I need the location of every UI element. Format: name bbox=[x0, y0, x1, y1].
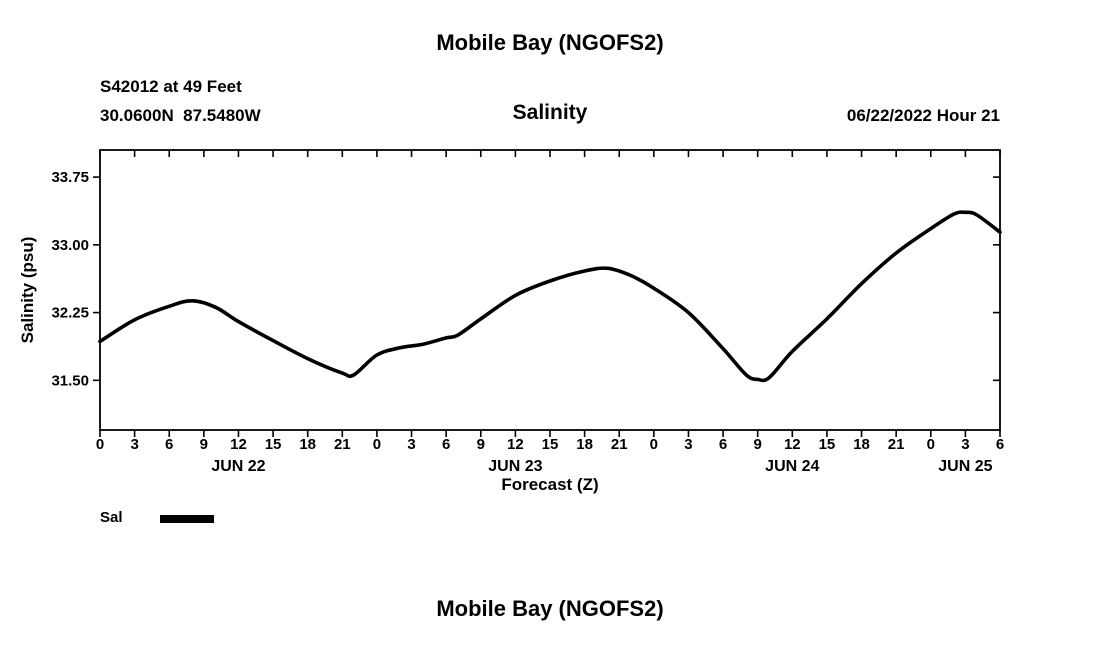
x-tick-label: 0 bbox=[650, 436, 658, 453]
x-tick-label: 0 bbox=[96, 436, 104, 453]
x-tick-label: 6 bbox=[165, 436, 173, 453]
x-tick-label: 12 bbox=[507, 436, 524, 453]
x-tick-label: 3 bbox=[961, 436, 969, 453]
x-tick-label: 3 bbox=[130, 436, 138, 453]
x-tick-label: 9 bbox=[200, 436, 208, 453]
x-tick-label: 15 bbox=[542, 436, 559, 453]
page-title-bottom: Mobile Bay (NGOFS2) bbox=[436, 596, 664, 621]
day-label: JUN 23 bbox=[488, 458, 542, 475]
y-tick-label: 33.75 bbox=[51, 169, 89, 186]
y-tick-label: 31.50 bbox=[51, 372, 89, 389]
y-tick-label: 32.25 bbox=[51, 305, 89, 322]
x-tick-label: 12 bbox=[230, 436, 247, 453]
x-tick-label: 3 bbox=[407, 436, 415, 453]
x-tick-label: 18 bbox=[853, 436, 870, 453]
x-tick-label: 12 bbox=[784, 436, 801, 453]
forecast-run-time: 06/22/2022 Hour 21 bbox=[846, 106, 1000, 125]
x-tick-label: 15 bbox=[265, 436, 282, 453]
day-label: JUN 25 bbox=[938, 458, 992, 475]
chart-title: Salinity bbox=[512, 101, 588, 124]
x-tick-label: 6 bbox=[442, 436, 450, 453]
x-tick-label: 0 bbox=[373, 436, 381, 453]
y-tick-label: 33.00 bbox=[51, 237, 89, 254]
station-label: S42012 at 49 Feet bbox=[100, 77, 242, 96]
x-tick-label: 6 bbox=[996, 436, 1004, 453]
x-tick-label: 3 bbox=[684, 436, 692, 453]
x-axis-label: Forecast (Z) bbox=[501, 475, 599, 494]
x-tick-label: 21 bbox=[888, 436, 905, 453]
x-tick-label: 6 bbox=[719, 436, 727, 453]
x-tick-label: 9 bbox=[477, 436, 485, 453]
x-tick-label: 18 bbox=[576, 436, 593, 453]
day-label: JUN 22 bbox=[211, 458, 265, 475]
x-tick-label: 21 bbox=[334, 436, 351, 453]
x-tick-label: 21 bbox=[611, 436, 628, 453]
salinity-curve bbox=[98, 210, 1002, 383]
x-tick-label: 15 bbox=[819, 436, 836, 453]
x-tick-label: 0 bbox=[927, 436, 935, 453]
x-tick-label: 9 bbox=[754, 436, 762, 453]
plot-frame bbox=[99, 149, 1001, 431]
x-tick-label: 18 bbox=[299, 436, 316, 453]
day-label: JUN 24 bbox=[765, 458, 819, 475]
station-coordinates: 30.0600N 87.5480W bbox=[100, 106, 261, 125]
legend-sal-line-swatch bbox=[160, 515, 214, 523]
page-title-top: Mobile Bay (NGOFS2) bbox=[436, 30, 664, 55]
legend-sal-label: Sal bbox=[100, 509, 123, 526]
